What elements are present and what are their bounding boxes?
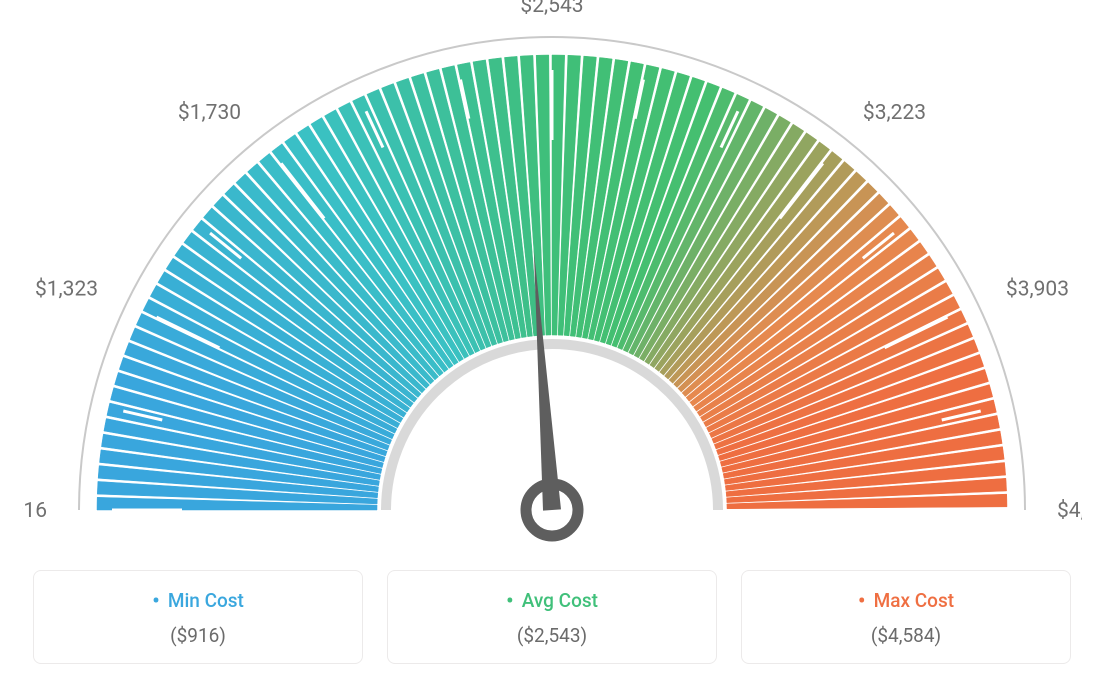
gauge-tick-label: $1,323: [35, 278, 98, 302]
legend-card-avg: Avg Cost ($2,543): [387, 570, 717, 664]
legend-row: Min Cost ($916) Avg Cost ($2,543) Max Co…: [0, 570, 1104, 664]
gauge-chart: $916 $1,323 $1,730 $2,543 $3,223 $3,903 $4,584: [0, 0, 1104, 560]
gauge-tick-label: $4,584: [1057, 499, 1082, 523]
legend-label-avg: Avg Cost: [400, 589, 704, 614]
legend-label-max: Max Cost: [754, 589, 1058, 614]
gauge-tick-label: $3,903: [1006, 278, 1069, 302]
legend-card-max: Max Cost ($4,584): [741, 570, 1071, 664]
legend-value-min: ($916): [46, 624, 350, 647]
gauge-tick-label: $1,730: [178, 101, 241, 125]
legend-value-max: ($4,584): [754, 624, 1058, 647]
gauge-tick-label: $916: [22, 499, 47, 523]
gauge-tick-label: $2,543: [520, 0, 583, 18]
gauge-svg: $916 $1,323 $1,730 $2,543 $3,223 $3,903 $4,584: [22, 0, 1082, 560]
legend-value-avg: ($2,543): [400, 624, 704, 647]
legend-card-min: Min Cost ($916): [33, 570, 363, 664]
legend-label-min: Min Cost: [46, 589, 350, 614]
gauge-tick-label: $3,223: [863, 101, 926, 125]
